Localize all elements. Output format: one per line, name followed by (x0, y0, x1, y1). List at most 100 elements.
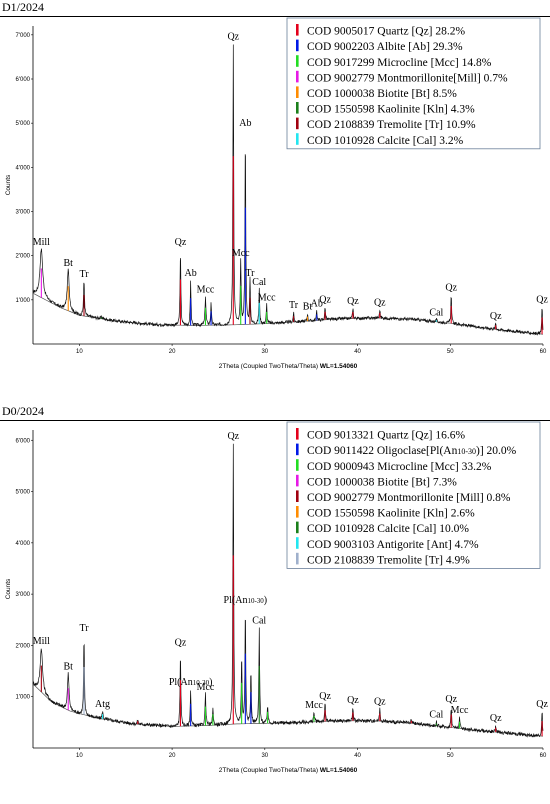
x-tick-label: 40 (354, 349, 361, 355)
x-axis-label: 2Theta (Coupled TwoTheta/Theta) WL=1.540… (219, 363, 358, 370)
xrd-chart-d1: 1'000 2'000 3'000 4'000 5'000 6'000 7'000 10 20 3… (5, 17, 548, 370)
legend-swatch (296, 102, 299, 114)
peak-label: Qz (175, 237, 187, 248)
peak-label: Tr (79, 269, 89, 280)
legend-swatch (296, 133, 299, 145)
peak-label: Atg (95, 699, 110, 710)
peak-label: Tr (79, 623, 89, 634)
x-tick-label: 20 (169, 349, 176, 355)
legend-swatch (296, 428, 299, 440)
peak-label: Qz (536, 699, 548, 710)
panel-divider (0, 16, 550, 17)
y-axis-label: Counts (5, 578, 12, 599)
legend-entry: COD 9017299 Microcline [Mcc] 14.8% (307, 57, 492, 69)
x-tick-label: 10 (76, 753, 83, 759)
legend-entry: COD 2108839 Tremolite [Tr] 10.9% (307, 119, 476, 131)
peak-label: Bt (64, 662, 74, 673)
legend-entry: COD 9003103 Antigorite [Ant] 4.7% (307, 539, 479, 551)
peak-label: Qz (490, 311, 502, 322)
peak-label: Mill (33, 636, 50, 647)
legend-entry: COD 9002203 Albite [Ab] 29.3% (307, 41, 463, 53)
peak-label: Qz (227, 32, 239, 43)
x-tick-label: 30 (261, 753, 268, 759)
peak-label: Pl(An10-30) (224, 595, 268, 606)
x-tick-label: 40 (354, 753, 361, 759)
panel-title: D0/2024 (2, 404, 44, 418)
peak-label: Qz (536, 294, 548, 305)
peak-label: Ab (239, 118, 251, 129)
peak-label: Ab (185, 268, 197, 279)
legend-swatch (296, 24, 299, 36)
y-tick-label: 4'000 (16, 541, 31, 547)
legend-entry: COD 9005017 Quartz [Qz] 28.2% (307, 26, 466, 38)
legend-swatch (296, 521, 299, 534)
peak-label: Qz (490, 713, 502, 724)
y-tick-label: 5'000 (16, 121, 31, 127)
diffraction-pattern (32, 443, 544, 738)
legend-swatch (296, 490, 299, 502)
legend-entry: COD 1000038 Biotite [Bt] 7.3% (307, 476, 457, 488)
xrd-panel-d0: D0/2024 1'000 2'000 3'000 4'000 5'000 6'000 10… (0, 404, 550, 802)
peak-label: Qz (347, 695, 359, 706)
y-tick-label: 6'000 (16, 438, 31, 444)
legend-entry: COD 9000943 Microcline [Mcc] 33.2% (307, 461, 492, 473)
peak-label: Tr (245, 268, 255, 279)
background-curve (32, 292, 544, 335)
legend-swatch (296, 117, 299, 130)
peak-label: Cal (252, 615, 266, 626)
peak-label: Qz (445, 283, 457, 294)
legend-box (286, 421, 541, 569)
legend-swatch (296, 55, 299, 67)
legend-entry: COD 1010928 Calcite [Cal] 10.0% (307, 523, 469, 535)
legend-swatch (296, 474, 299, 487)
x-tick-label: 60 (540, 349, 547, 355)
legend-entry: COD 1010928 Calcite [Cal] 3.2% (307, 135, 464, 147)
x-tick-label: 20 (169, 753, 176, 759)
peak-label: Ab (311, 298, 323, 309)
y-tick-label: 4'000 (16, 165, 31, 171)
xrd-chart-d0: 1'000 2'000 3'000 4'000 5'000 6'000 10 20 30 40 50… (5, 421, 548, 774)
legend-swatch (296, 506, 299, 518)
panel-title: D1/2024 (2, 0, 44, 14)
y-axis-label: Counts (5, 174, 12, 195)
y-tick-label: 7'000 (16, 33, 31, 39)
y-tick-label: 2'000 (16, 254, 31, 260)
legend-swatch (296, 39, 299, 52)
legend-swatch (296, 86, 299, 98)
y-tick-label: 3'000 (16, 592, 31, 598)
x-tick-label: 10 (76, 349, 83, 355)
peak-label: Mcc (232, 248, 250, 259)
legend-entry: COD 1000038 Biotite [Bt] 8.5% (307, 88, 457, 100)
legend-swatch (296, 552, 299, 565)
legend-swatch (296, 443, 299, 456)
peak-label: Mill (33, 237, 50, 248)
peak-label: Qz (374, 697, 386, 708)
peak-label: Qz (445, 694, 457, 705)
legend-box (286, 17, 541, 150)
y-tick-label: 1'000 (16, 298, 31, 304)
legend-entry: COD 2108839 Tremolite [Tr] 4.9% (307, 554, 470, 566)
x-tick-label: 50 (447, 349, 454, 355)
peak-label: Qz (347, 296, 359, 307)
peak-label: Qz (319, 691, 331, 702)
y-tick-label: 3'000 (16, 210, 31, 216)
x-tick-label: 60 (540, 753, 547, 759)
peak-label: Qz (374, 298, 386, 309)
legend-entry: COD 1550598 Kaolinite [Kln] 4.3% (307, 104, 475, 116)
peak-label: Qz (319, 294, 331, 305)
legend-swatch (296, 537, 299, 549)
y-tick-label: 1'000 (16, 695, 31, 701)
y-tick-label: 5'000 (16, 490, 31, 496)
peak-label: Tr (289, 300, 299, 311)
peak-label: Mcc (197, 284, 215, 295)
legend-swatch (296, 459, 299, 471)
x-axis-label: 2Theta (Coupled TwoTheta/Theta) WL=1.540… (219, 767, 358, 774)
y-tick-label: 6'000 (16, 77, 31, 83)
diffraction-pattern (32, 44, 544, 336)
peak-label: Mcc (451, 705, 469, 716)
peak-label: Qz (175, 638, 187, 649)
peak-label: Pl(An10-30) (169, 677, 213, 688)
peak-label: Bt (64, 258, 74, 269)
legend-entry: COD 9011422 Oligoclase[Pl(An10-30)] 20.0… (307, 445, 517, 457)
peak-label: Cal (429, 307, 443, 318)
